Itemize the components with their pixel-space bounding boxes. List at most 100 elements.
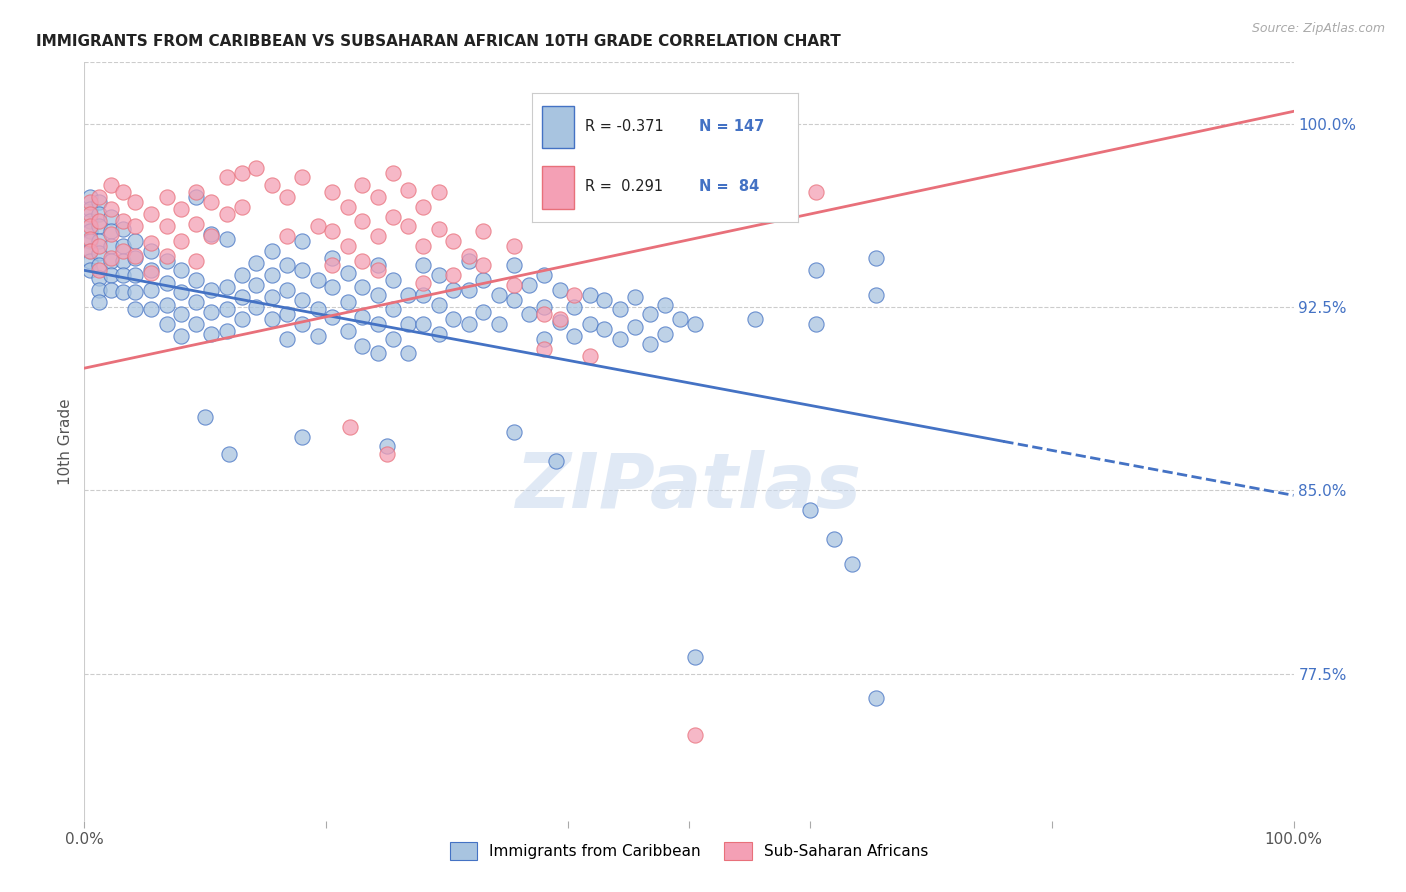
Point — [562, 329, 585, 343]
Point — [533, 268, 555, 283]
Point — [112, 214, 135, 228]
Point — [79, 202, 101, 217]
Point — [200, 283, 222, 297]
Point — [441, 312, 464, 326]
Point — [578, 349, 600, 363]
Point — [245, 256, 267, 270]
Point — [352, 178, 374, 192]
Point — [865, 691, 887, 706]
Point — [412, 239, 434, 253]
Point — [375, 439, 398, 453]
Point — [200, 326, 222, 341]
Point — [291, 234, 314, 248]
Point — [184, 185, 207, 199]
Point — [200, 227, 222, 241]
Point — [321, 259, 343, 273]
Point — [245, 161, 267, 175]
Point — [139, 283, 162, 297]
Point — [339, 420, 361, 434]
Point — [276, 332, 298, 346]
Point — [367, 229, 389, 244]
Point — [155, 249, 177, 263]
Point — [231, 200, 253, 214]
Point — [472, 224, 495, 238]
Point — [124, 234, 146, 248]
Point — [396, 346, 419, 360]
Point — [609, 302, 631, 317]
Point — [245, 278, 267, 293]
Point — [184, 217, 207, 231]
Point — [441, 234, 464, 248]
Point — [79, 190, 101, 204]
Point — [562, 300, 585, 314]
Point — [593, 322, 616, 336]
Point — [683, 317, 706, 331]
Point — [502, 293, 524, 307]
Point — [87, 239, 110, 253]
Point — [472, 273, 495, 287]
Point — [79, 231, 101, 245]
Point — [215, 325, 238, 339]
Point — [260, 178, 283, 192]
Point — [307, 273, 329, 287]
Point — [87, 207, 110, 221]
Point — [124, 268, 146, 283]
Point — [593, 293, 616, 307]
Point — [321, 224, 343, 238]
Point — [100, 253, 122, 268]
Point — [396, 183, 419, 197]
Point — [336, 266, 359, 280]
Point — [276, 283, 298, 297]
Point — [367, 287, 389, 301]
Point — [307, 329, 329, 343]
Point — [215, 302, 238, 317]
Point — [139, 266, 162, 280]
Point — [502, 425, 524, 439]
Point — [184, 190, 207, 204]
Point — [170, 307, 193, 321]
Point — [231, 165, 253, 179]
Point — [427, 268, 450, 283]
Point — [381, 273, 404, 287]
Point — [381, 210, 404, 224]
Point — [352, 339, 374, 353]
Point — [260, 312, 283, 326]
Point — [231, 290, 253, 304]
Point — [170, 329, 193, 343]
Point — [184, 253, 207, 268]
Point — [170, 234, 193, 248]
Point — [184, 295, 207, 310]
Point — [638, 336, 661, 351]
Point — [87, 234, 110, 248]
Point — [87, 295, 110, 310]
Point — [578, 287, 600, 301]
Point — [412, 317, 434, 331]
Point — [352, 214, 374, 228]
Point — [352, 253, 374, 268]
Point — [381, 332, 404, 346]
Point — [427, 326, 450, 341]
Point — [336, 239, 359, 253]
Point — [367, 259, 389, 273]
Point — [170, 285, 193, 300]
Point — [155, 190, 177, 204]
Point — [139, 236, 162, 251]
Point — [276, 259, 298, 273]
Point — [87, 190, 110, 204]
Point — [260, 290, 283, 304]
Point — [367, 317, 389, 331]
Point — [533, 300, 555, 314]
Point — [472, 305, 495, 319]
Point — [427, 297, 450, 311]
Point — [184, 317, 207, 331]
Point — [412, 287, 434, 301]
Point — [427, 221, 450, 235]
Point — [112, 253, 135, 268]
Point — [194, 410, 217, 425]
Point — [321, 280, 343, 294]
Point — [396, 317, 419, 331]
Point — [112, 185, 135, 199]
Point — [412, 259, 434, 273]
Point — [352, 280, 374, 294]
Point — [548, 283, 571, 297]
